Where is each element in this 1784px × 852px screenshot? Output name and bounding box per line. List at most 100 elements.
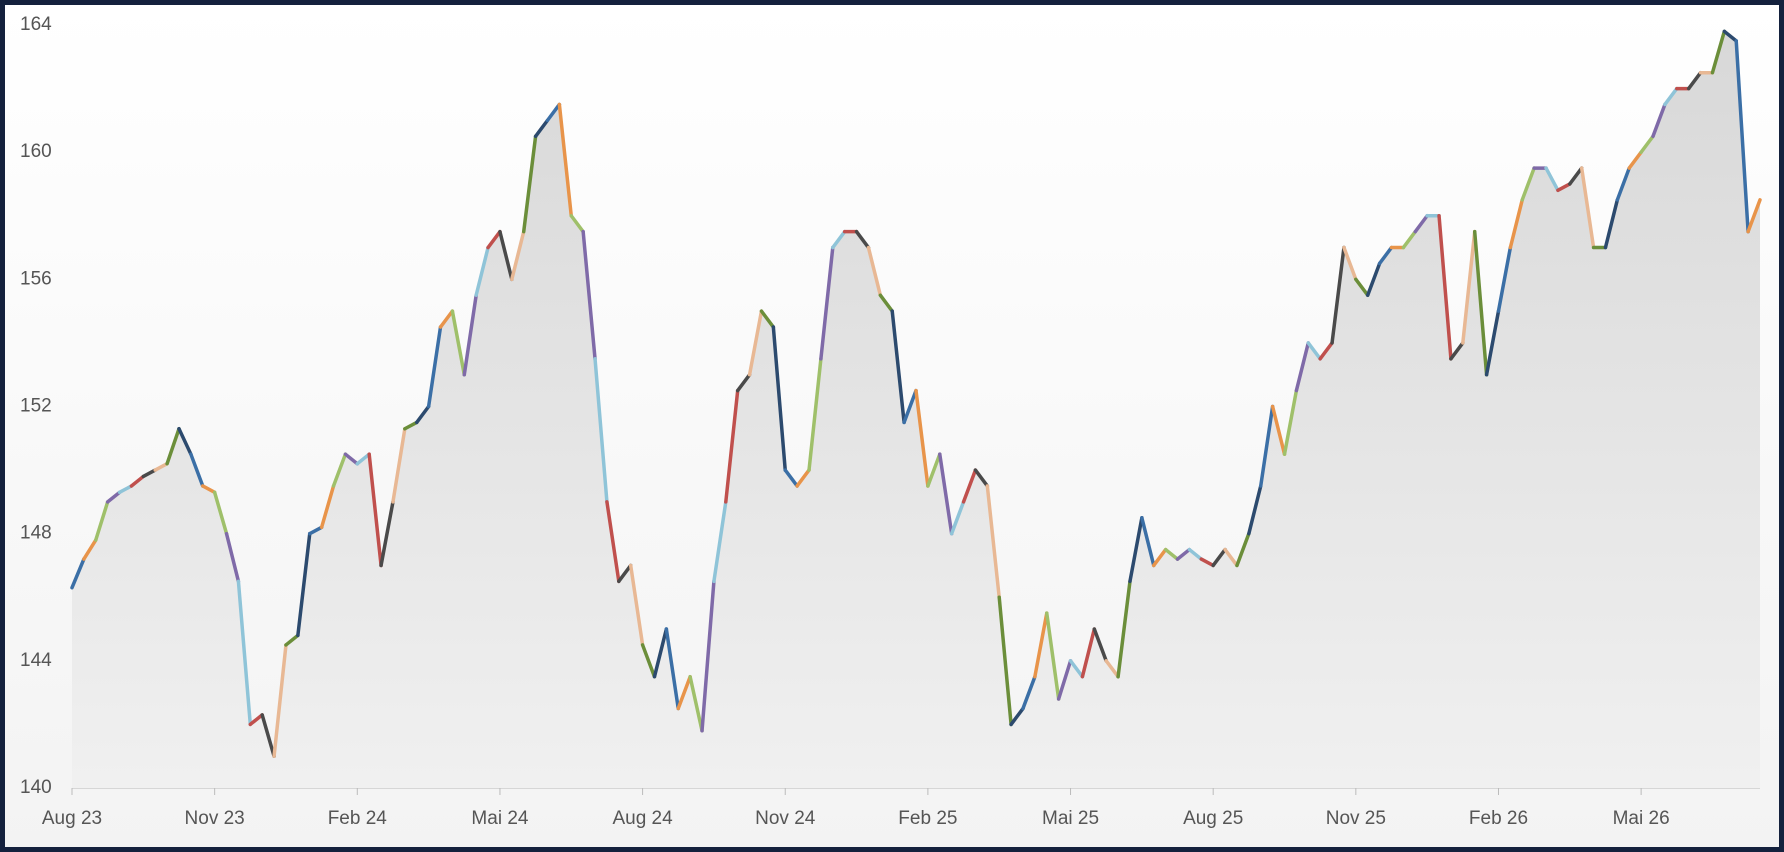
- line-segment: [1734, 39, 1750, 234]
- line-segment: [391, 427, 407, 504]
- line-segment: [747, 309, 764, 377]
- line-segment: [569, 214, 585, 234]
- line-segment: [605, 500, 621, 584]
- line-segment: [866, 245, 883, 297]
- line-segment: [1627, 150, 1643, 170]
- line-segment: [462, 293, 478, 377]
- line-segment: [878, 293, 894, 313]
- line-segment: [890, 309, 906, 425]
- line-segment: [1247, 484, 1263, 536]
- line-segment: [1722, 29, 1738, 43]
- line-segment: [438, 309, 455, 329]
- line-segment: [783, 468, 799, 488]
- line-segment: [1318, 341, 1334, 361]
- line-segment: [1472, 229, 1489, 377]
- line-segment: [307, 525, 324, 536]
- y-tick-label: 148: [20, 523, 52, 544]
- line-segment: [617, 563, 633, 584]
- line-segment: [1686, 70, 1703, 91]
- line-segment: [486, 229, 502, 250]
- x-tick-label: Mai 24: [471, 808, 528, 829]
- line-segment: [700, 579, 716, 733]
- line-segment: [1306, 341, 1322, 361]
- line-segment: [1746, 198, 1762, 234]
- line-segment: [117, 484, 134, 495]
- x-tick-label: Nov 25: [1326, 808, 1386, 829]
- line-segment: [1663, 86, 1679, 107]
- x-tick-label: Nov 24: [755, 808, 816, 829]
- y-tick-label: 164: [20, 14, 52, 35]
- line-segment: [712, 500, 728, 584]
- line-segment: [296, 531, 312, 638]
- line-segment: [961, 468, 978, 504]
- line-segment: [284, 633, 300, 647]
- line-segment: [1151, 547, 1168, 568]
- line-segment: [1045, 611, 1061, 701]
- line-segment: [1330, 245, 1346, 345]
- line-segment: [379, 500, 395, 568]
- line-segment: [272, 643, 288, 758]
- x-tick-label: Feb 25: [898, 808, 957, 829]
- line-segment: [1556, 182, 1572, 193]
- line-segment: [105, 490, 122, 504]
- line-segment: [831, 229, 847, 250]
- line-segment: [1496, 245, 1513, 313]
- x-tick-label: Feb 24: [328, 808, 388, 829]
- line-segment: [1365, 261, 1382, 297]
- line-segment: [1104, 659, 1120, 679]
- line-segment: [676, 674, 692, 711]
- line-segment: [177, 427, 193, 456]
- area: [72, 31, 1760, 788]
- line-segment: [581, 229, 597, 361]
- x-tick-label: Aug 23: [42, 808, 102, 829]
- line-segment: [331, 452, 348, 488]
- x-tick-label: Mai 25: [1042, 808, 1099, 829]
- line-segment: [70, 557, 86, 590]
- line-segment: [724, 388, 740, 504]
- line-segment: [1068, 659, 1085, 679]
- line-segment: [973, 468, 990, 488]
- line-segment: [1520, 166, 1536, 202]
- line-segment: [664, 627, 681, 711]
- x-tick-label: Mai 26: [1613, 808, 1670, 829]
- line-segment: [319, 484, 336, 530]
- line-segment: [1056, 659, 1073, 701]
- line-segment: [997, 595, 1013, 727]
- line-segment: [1223, 547, 1239, 568]
- line-segment: [1579, 166, 1596, 250]
- line-segment: [165, 427, 181, 466]
- line-segment: [545, 102, 562, 123]
- x-tick-label: Aug 24: [612, 808, 673, 829]
- x-tick-label: Nov 23: [185, 808, 245, 829]
- line-segment: [795, 468, 811, 488]
- line-segment: [141, 468, 157, 479]
- line-segment: [1294, 341, 1311, 393]
- line-segment: [367, 452, 383, 568]
- y-tick-label: 144: [20, 650, 52, 671]
- line-segment: [1128, 516, 1144, 584]
- line-segment: [1437, 214, 1453, 361]
- line-segment: [1009, 706, 1025, 727]
- line-segment: [450, 309, 467, 377]
- x-tick-label: Feb 26: [1469, 808, 1528, 829]
- line-segment: [1508, 198, 1525, 250]
- line-segment: [498, 229, 514, 282]
- line-segment: [260, 713, 276, 758]
- line-segment: [426, 325, 443, 409]
- line-segment: [1413, 214, 1429, 234]
- line-segment: [557, 102, 574, 218]
- line-segment: [593, 357, 609, 504]
- line-segment: [1568, 166, 1584, 186]
- y-tick-label: 156: [20, 268, 52, 289]
- line-segment: [521, 134, 538, 234]
- line-segment: [153, 461, 169, 472]
- line-segment: [628, 563, 645, 647]
- line-segment: [474, 245, 490, 297]
- line-segment: [1282, 388, 1299, 456]
- line-segment: [1639, 134, 1655, 154]
- line-segment: [403, 420, 419, 431]
- line-segment: [1199, 557, 1215, 568]
- line-segment: [759, 309, 776, 329]
- line-segment: [854, 229, 871, 250]
